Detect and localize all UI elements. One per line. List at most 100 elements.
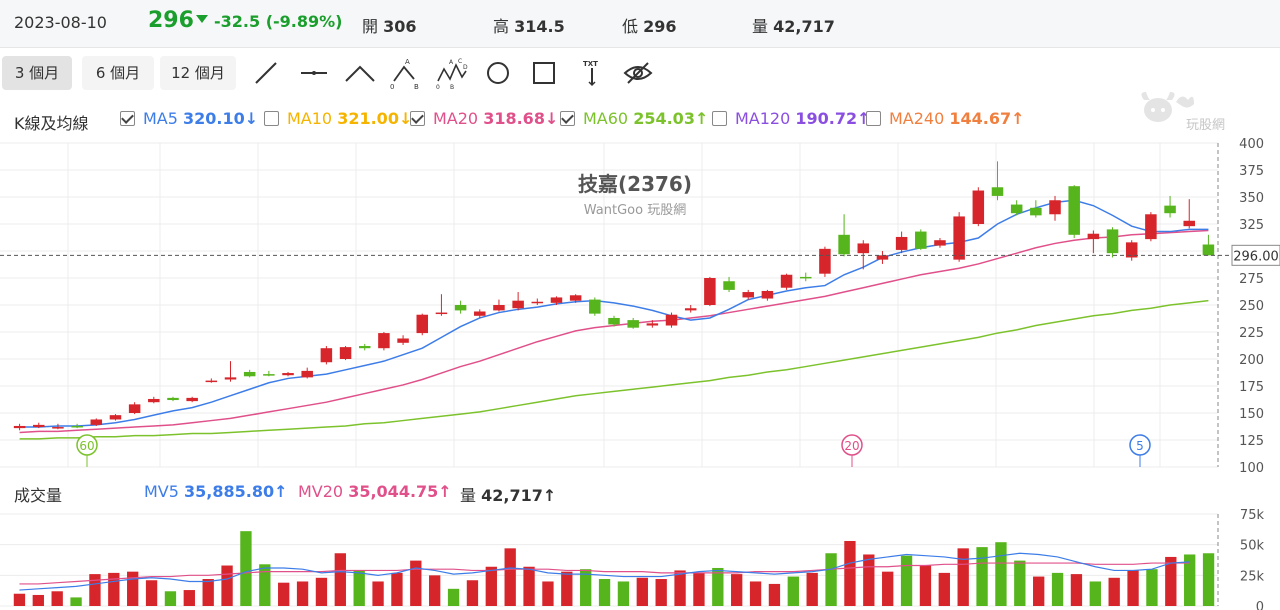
candle-body: [243, 371, 256, 377]
ma-toggle-ma240[interactable]: MA240 144.67↑: [866, 109, 1025, 131]
volume-bar: [580, 569, 592, 606]
hide-eye-icon[interactable]: [622, 57, 654, 89]
candle-body: [627, 320, 639, 328]
ma-checkbox[interactable]: [866, 111, 881, 126]
ma-toggle-ma10[interactable]: MA10 321.00↓: [264, 109, 412, 131]
candle-body: [263, 374, 275, 376]
low-stat: 低 296: [622, 13, 677, 37]
volume-bar: [882, 571, 894, 606]
volume-bar: [1202, 553, 1215, 606]
volume-chart[interactable]: 0 25k 50k 75k: [0, 500, 1280, 610]
logo-text: 玩股網: [1186, 118, 1226, 133]
volume-bar: [1089, 581, 1101, 606]
volume-chart-svg: 0 25k 50k 75k: [0, 508, 1265, 610]
high-value: 314.5: [514, 17, 565, 36]
last-price-box: [1231, 244, 1280, 266]
period-12m-button[interactable]: 12 個月: [160, 56, 236, 90]
svg-text:B: B: [450, 84, 454, 89]
ma-name: MA5: [143, 109, 184, 128]
ma-toggle-ma60[interactable]: MA60 254.03↑: [560, 109, 708, 131]
volume-bar: [561, 571, 573, 606]
volume-label: 量: [752, 17, 769, 36]
mv5-legend: MV5 35,885.80↑: [144, 482, 288, 501]
candle-body: [1010, 204, 1023, 214]
volume-bar: [1051, 572, 1064, 606]
volume-bar: [919, 565, 932, 606]
candle-body: [991, 187, 1004, 196]
ma-checkbox[interactable]: [264, 111, 279, 126]
volume-y-tick-label: 75k: [1240, 508, 1265, 523]
ma-name: MA120: [735, 109, 796, 128]
candle-body: [128, 404, 141, 413]
line-tool-icon[interactable]: [250, 57, 282, 89]
kline-chart-svg: 1001251501752002252502753003253503754002…: [0, 137, 1280, 476]
candle-body: [819, 248, 831, 274]
candle-body: [1049, 200, 1061, 215]
volume-bar: [372, 581, 384, 606]
ma-checkbox[interactable]: [560, 111, 575, 126]
volume-bar: [466, 580, 479, 606]
mv20-arrow-icon: ↑: [438, 482, 452, 501]
y-tick-label: 350: [1239, 191, 1264, 206]
volume-bar: [1070, 574, 1083, 606]
vol-arrow-icon: ↑: [542, 486, 557, 505]
volume-bar: [674, 570, 686, 606]
candle-body: [646, 323, 659, 326]
ma-toggle-ma120[interactable]: MA120 190.72↑: [712, 109, 871, 131]
circle-tool-icon[interactable]: [482, 57, 514, 89]
volume-bar: [504, 548, 516, 606]
candle-body: [1030, 207, 1042, 216]
abcd-pattern-tool-icon[interactable]: A 0 B: [390, 57, 422, 91]
svg-text:C: C: [458, 58, 462, 65]
ma60-badge-circle: [76, 434, 98, 456]
candle-body: [665, 314, 678, 326]
period-6m-button[interactable]: 6 個月: [82, 56, 154, 90]
candle-body: [397, 338, 409, 343]
volume-bar: [164, 591, 177, 606]
ma20-badge-circle: [841, 434, 863, 456]
volume-bar: [844, 540, 856, 606]
candle-body: [1087, 233, 1100, 240]
period-3m-button[interactable]: 3 個月: [2, 56, 72, 90]
volume-bar: [221, 565, 233, 606]
volume-bar: [13, 593, 26, 606]
kline-chart[interactable]: 1001251501752002252502753003253503754002…: [0, 137, 1280, 478]
horizontal-line-tool-icon[interactable]: [298, 57, 330, 89]
last-price: 296: [148, 8, 194, 33]
candle-body: [71, 425, 83, 428]
y-tick-label: 125: [1239, 434, 1264, 449]
volume-bar: [32, 594, 44, 606]
ma-legend-label: K線及均線: [14, 114, 89, 133]
y-tick-label: 250: [1239, 299, 1264, 314]
candle-body: [512, 300, 524, 309]
ma-name: MA20: [433, 109, 484, 128]
candle-body: [1068, 186, 1080, 235]
candle-body: [895, 236, 908, 250]
candle-body: [838, 234, 850, 255]
volume-bar: [127, 571, 139, 606]
volume-bar: [617, 581, 630, 606]
open-value: 306: [383, 17, 417, 36]
text-tool-icon[interactable]: TXT: [574, 57, 606, 89]
angle-tool-icon[interactable]: [344, 57, 376, 89]
mv20-value: 35,044.75: [348, 482, 439, 501]
candle-body: [934, 240, 946, 246]
candle-body: [569, 295, 582, 301]
ma-toggle-ma20[interactable]: MA20 318.68↓: [410, 109, 558, 131]
volume-bar: [712, 567, 724, 606]
candle-body: [33, 424, 45, 428]
rectangle-tool-icon[interactable]: [528, 57, 560, 89]
volume-bar: [334, 553, 346, 606]
ma-checkbox[interactable]: [712, 111, 727, 126]
volume-bar: [1108, 577, 1120, 606]
volume-y-tick-label: 25k: [1240, 569, 1265, 584]
candle-body: [608, 317, 620, 325]
candle-body: [205, 380, 218, 383]
ma-checkbox[interactable]: [410, 111, 425, 126]
ma-checkbox[interactable]: [120, 111, 135, 126]
candle-body: [358, 346, 371, 349]
ma-toggle-ma5[interactable]: MA5 320.10↓: [120, 109, 258, 131]
volume-bar: [410, 560, 422, 606]
